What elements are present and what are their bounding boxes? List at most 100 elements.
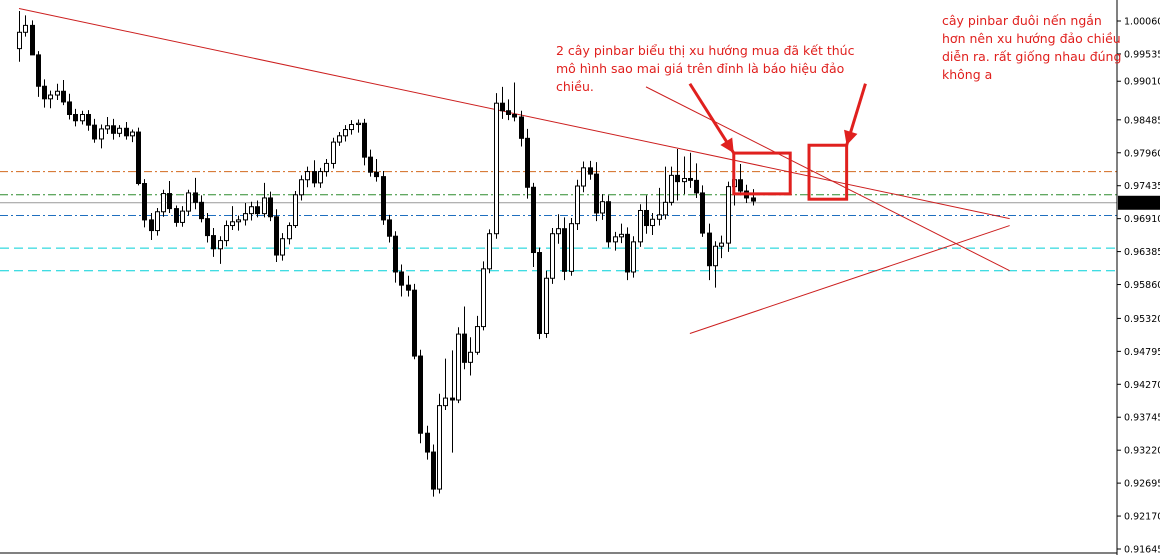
candle-body bbox=[387, 219, 392, 237]
candle bbox=[688, 152, 693, 188]
candle-body bbox=[450, 397, 455, 401]
candle bbox=[726, 181, 731, 252]
candle-body bbox=[299, 179, 304, 196]
candle-body bbox=[36, 54, 41, 87]
candle bbox=[500, 86, 505, 119]
candle bbox=[356, 119, 361, 133]
candle bbox=[481, 261, 486, 331]
candle bbox=[161, 189, 166, 217]
candle bbox=[675, 149, 680, 201]
candle-body bbox=[218, 240, 223, 250]
trendline bbox=[645, 86, 1010, 272]
candle-body bbox=[324, 162, 329, 173]
candle-body bbox=[17, 31, 22, 50]
candle bbox=[331, 137, 336, 169]
candle-body bbox=[412, 289, 417, 357]
candle-body bbox=[86, 113, 91, 126]
candle bbox=[719, 235, 724, 259]
candle bbox=[130, 129, 135, 143]
candle bbox=[575, 179, 580, 230]
candle-body bbox=[136, 131, 141, 185]
price-tick-label: 0.95860 bbox=[1124, 280, 1160, 291]
candle-body bbox=[418, 355, 423, 434]
candle bbox=[606, 195, 611, 248]
candle bbox=[243, 202, 248, 226]
candle-body bbox=[155, 211, 160, 232]
candle bbox=[682, 156, 687, 195]
candle bbox=[124, 122, 129, 140]
candle-body bbox=[399, 271, 404, 286]
candle bbox=[180, 206, 185, 227]
candle-body bbox=[193, 192, 198, 203]
candle-body bbox=[751, 197, 756, 202]
candles bbox=[17, 10, 756, 497]
candle-body bbox=[456, 333, 461, 401]
candle-body bbox=[619, 233, 624, 238]
candle bbox=[211, 228, 216, 257]
price-tick-label: 0.93745 bbox=[1124, 413, 1160, 424]
candle bbox=[381, 170, 386, 225]
price-tick-label: 0.99010 bbox=[1124, 77, 1160, 88]
candle bbox=[42, 79, 47, 108]
candle-body bbox=[600, 201, 605, 214]
candle bbox=[550, 228, 555, 284]
candle bbox=[36, 51, 41, 97]
price-tick-label: 0.97960 bbox=[1124, 148, 1160, 159]
candle-body bbox=[437, 405, 442, 490]
price-tick-label: 1.00060 bbox=[1124, 17, 1160, 28]
candle bbox=[73, 108, 78, 127]
candle bbox=[262, 182, 267, 218]
price-tick-label: 0.94270 bbox=[1124, 380, 1160, 391]
candle-body bbox=[262, 197, 267, 215]
candle-body bbox=[67, 101, 72, 115]
candle-body bbox=[738, 179, 743, 192]
candle bbox=[86, 110, 91, 131]
candle bbox=[537, 247, 542, 340]
candle-body bbox=[305, 171, 310, 181]
candle bbox=[406, 275, 411, 297]
candle bbox=[663, 166, 668, 220]
candle-body bbox=[544, 277, 549, 334]
candle-body bbox=[606, 201, 611, 243]
candle-body bbox=[174, 208, 179, 223]
candle bbox=[738, 164, 743, 196]
price-tick-label: 0.96385 bbox=[1124, 247, 1160, 258]
candle bbox=[312, 160, 317, 188]
price-tick-label: 0.97435 bbox=[1124, 181, 1160, 192]
candle-body bbox=[99, 128, 104, 140]
candle bbox=[638, 204, 643, 247]
candle-body bbox=[161, 193, 166, 213]
candle-body bbox=[186, 192, 191, 212]
candle-body bbox=[506, 110, 511, 115]
candle-body bbox=[575, 185, 580, 225]
candle-body bbox=[73, 113, 78, 122]
candle bbox=[349, 120, 354, 135]
candle-body bbox=[631, 241, 636, 273]
candle bbox=[255, 200, 260, 218]
candle bbox=[437, 393, 442, 494]
candle-body bbox=[61, 90, 66, 103]
arrow-head bbox=[720, 137, 734, 154]
candle bbox=[487, 229, 492, 274]
candle bbox=[117, 125, 122, 138]
candle bbox=[80, 110, 85, 125]
arrow-head bbox=[844, 129, 858, 146]
candle bbox=[67, 93, 72, 120]
candle bbox=[594, 162, 599, 222]
candle-body bbox=[682, 177, 687, 183]
candle-body bbox=[468, 351, 473, 363]
candle bbox=[525, 128, 530, 199]
candle-body bbox=[130, 131, 135, 137]
candle-body bbox=[42, 85, 47, 100]
candle bbox=[105, 117, 110, 134]
candle-body bbox=[23, 24, 28, 33]
highlight-boxes bbox=[732, 143, 849, 201]
annotation-left: 2 cây pinbar biểu thị xu hướng mua đã kế… bbox=[556, 43, 855, 94]
annotation-arrows bbox=[688, 82, 867, 154]
candle bbox=[318, 167, 323, 188]
candle-body bbox=[525, 137, 530, 188]
candle-body bbox=[487, 233, 492, 270]
candle bbox=[707, 223, 712, 281]
